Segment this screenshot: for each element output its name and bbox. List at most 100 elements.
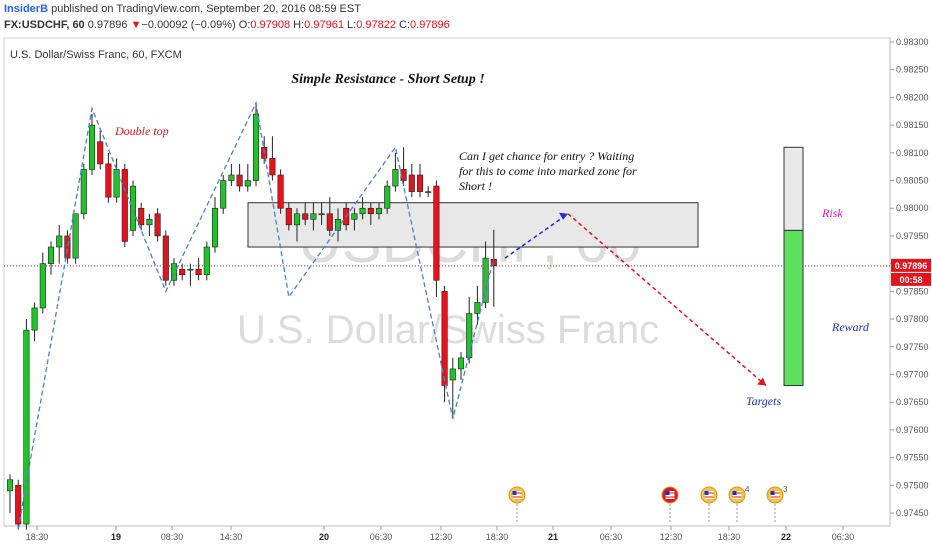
price-tick-label: 0.98300 [896,37,929,47]
candle-body [72,213,79,259]
candle-body [252,113,260,181]
price-tick-label: 0.97450 [896,508,929,518]
candle-body [31,307,38,331]
candle-body [129,185,137,231]
double-top-label: Double top [114,124,169,138]
us-flag-icon[interactable]: 3 [766,485,788,524]
candle-body [64,235,71,259]
candle-body [318,213,325,216]
candle-body [97,141,104,165]
entry-note-line3: Short ! [459,179,492,193]
price-axis[interactable]: 0.98300 0.98250 0.98200 0.98150 0.98100 0.980… [890,37,929,518]
candle-body [408,174,415,192]
close-value: 0.97896 [410,19,450,31]
flag-canton [704,491,709,495]
author-link[interactable]: InsiderB [4,3,49,15]
reward-label: Reward [831,320,870,334]
us-flag-icon[interactable] [661,486,679,524]
candle-body [39,263,46,309]
open-label: O: [238,19,251,31]
candle-body [441,291,448,386]
time-tick-label: 20 [319,532,329,542]
published-text: published on TradingView.com, September … [51,3,361,15]
candle-body [457,357,465,370]
price-tick-label: 0.98150 [896,120,929,130]
time-tick-label: 18:30 [486,532,509,542]
candle-body [449,368,456,381]
symbol-label[interactable]: FX:USDCHF, 60 [4,19,85,31]
candle-body [277,174,284,209]
publish-line: InsiderB published on TradingView.com, S… [4,3,361,15]
candle-body [416,174,424,192]
candle-body [47,246,55,264]
time-tick-label: 06:30 [370,532,393,542]
flag-field [732,491,742,499]
price-tick-label: 0.97650 [896,397,929,407]
price-tick-label: 0.97700 [896,369,929,379]
time-tick-label: 21 [548,532,558,542]
time-tick-label: 19 [111,532,121,542]
candle-body [15,484,22,525]
price-tick-label: 0.97500 [896,480,929,490]
candle-body [244,180,251,187]
price-tick-label: 0.97950 [896,231,929,241]
candles [6,102,497,530]
candle-body [269,158,276,176]
current-price-badge: 0.97896 00:58 [891,258,931,286]
ohlc-line: FX:USDCHF, 60 0.97896 ▼−0.00092 (−0.09%)… [4,19,450,31]
price-tick-label: 0.97600 [896,425,929,435]
entry-note-line1: Can I get chance for entry ? Waiting [459,149,634,163]
candle-body [220,180,227,209]
candle-body [236,174,243,187]
price-chart[interactable]: U.S. Dollar/Swiss Franc, 60, FXCM USDCHF… [0,36,932,550]
low-value: 0.97822 [356,19,396,31]
change-arrow-icon: ▼ [130,19,142,31]
us-flag-icon[interactable] [700,486,718,524]
candle-body [375,207,383,215]
projection-down-arrow [567,213,767,387]
price-tick-label: 0.98050 [896,176,929,186]
time-tick-label: 06:30 [600,532,623,542]
time-tick-label: 12:30 [430,532,453,542]
candle-body [466,313,473,359]
current-price-value: 0.97896 [895,261,928,271]
price-tick-label: 0.98200 [896,92,929,102]
reward-box [783,229,804,387]
high-label: H: [293,19,305,31]
flag-field [704,491,714,499]
candle-body [359,207,366,215]
candle-body [228,174,235,181]
candle-body [154,213,161,237]
candle-body [384,185,391,209]
bar-countdown: 00:58 [899,275,922,285]
candle-body [293,213,301,226]
low-label: L: [347,19,357,31]
us-flag-icon[interactable]: 4 [728,485,750,524]
candle-body [195,268,202,276]
candle-body [88,124,96,170]
open-value: 0.97908 [250,19,291,31]
flag-canton [732,491,737,495]
risk-box [783,146,804,231]
targets-label: Targets [746,394,781,408]
us-flag-icon[interactable] [508,486,526,524]
risk-label: Risk [821,206,843,220]
candle-body [179,268,186,276]
candle-body [187,268,194,271]
candle-body [113,169,120,198]
candle-body [351,213,358,220]
candle-body [211,207,219,248]
time-axis[interactable]: 18:30 19 08:30 14:30 20 06:30 12:30 18:30 21 06:3… [26,526,855,542]
flag-canton [770,491,775,495]
price-tick-label: 0.97800 [896,314,929,324]
candle-body [170,263,178,281]
flag-canton [512,491,517,495]
candle-body [105,163,112,198]
resistance-zone [247,202,699,248]
time-tick-label: 08:30 [161,532,184,542]
candle-body [162,235,169,281]
candle-body [146,219,153,226]
time-tick-label: 14:30 [220,532,243,542]
watermark-name: U.S. Dollar/Swiss Franc [237,308,659,352]
